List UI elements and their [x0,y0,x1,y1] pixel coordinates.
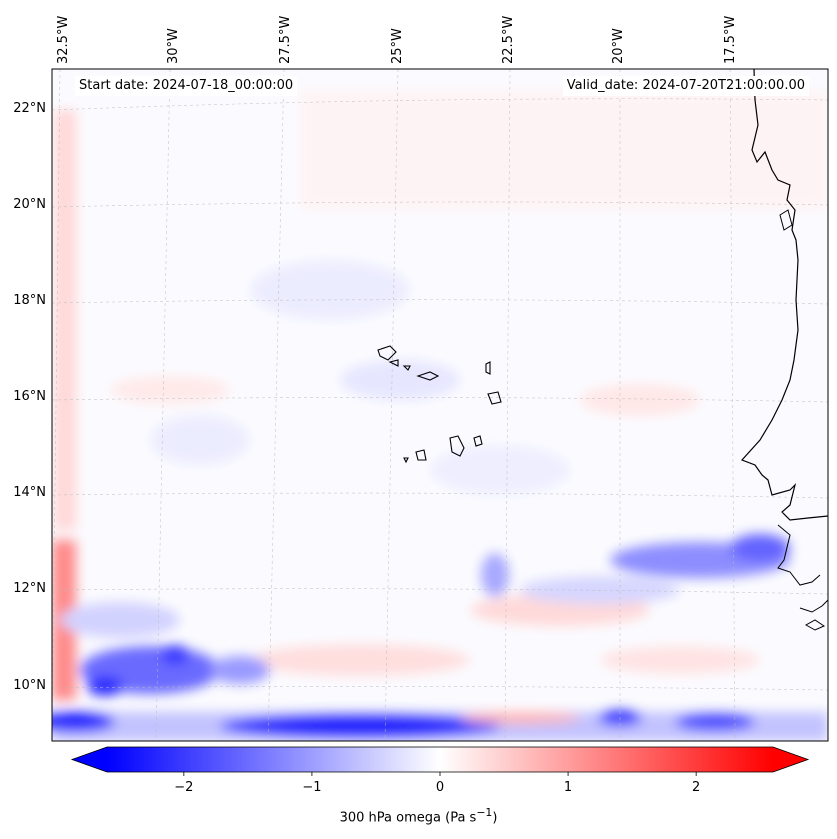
colorbar-tick-label: 1 [564,780,572,795]
lon-label: 32.5°W [56,16,71,64]
colorbar-extend-low [72,747,107,772]
lat-label: 16°N [13,389,46,404]
valid-date-label: Valid_date: 2024-07-20T21:00:00.00 [562,76,809,96]
colorbar-tick-label: −1 [302,780,321,795]
omega-field [52,69,828,741]
lat-label: 14°N [13,485,46,500]
lon-label: 17.5°W [723,16,738,64]
longitude-labels: 32.5°W 30°W 27.5°W 25°W 22.5°W 20°W 17.5… [56,16,738,64]
lat-label: 22°N [13,101,46,116]
start-date-label: Start date: 2024-07-18_00:00:00 [75,76,298,96]
lat-label: 12°N [13,581,46,596]
lat-label: 10°N [13,678,46,693]
cabo-verde-islands [377,345,502,464]
coastline-africa [740,69,828,521]
colorbar-tick-label: 2 [692,780,700,795]
lat-label: 20°N [13,197,46,212]
lat-label: 18°N [13,293,46,308]
lon-label: 20°W [611,28,626,64]
lon-label: 25°W [390,28,405,64]
map-frame [51,68,829,742]
lon-label: 22.5°W [501,16,516,64]
colorbar-extend-high [773,747,808,772]
colorbar-tick-label: −2 [174,780,193,795]
lon-label: 30°W [166,28,181,64]
colorbar: −2 −1 0 1 2 [70,746,810,795]
variable-name: 300 hPa omega [339,810,441,826]
colorbar-tick-label: 0 [436,780,444,795]
latitude-labels: 22°N 20°N 18°N 16°N 14°N 12°N 10°N [13,101,46,693]
units: Pa s [450,810,477,826]
colorbar-label: 300 hPa omega (Pa s−1) [339,806,498,826]
units-exponent: −1 [476,806,493,819]
lon-label: 27.5°W [278,16,293,64]
